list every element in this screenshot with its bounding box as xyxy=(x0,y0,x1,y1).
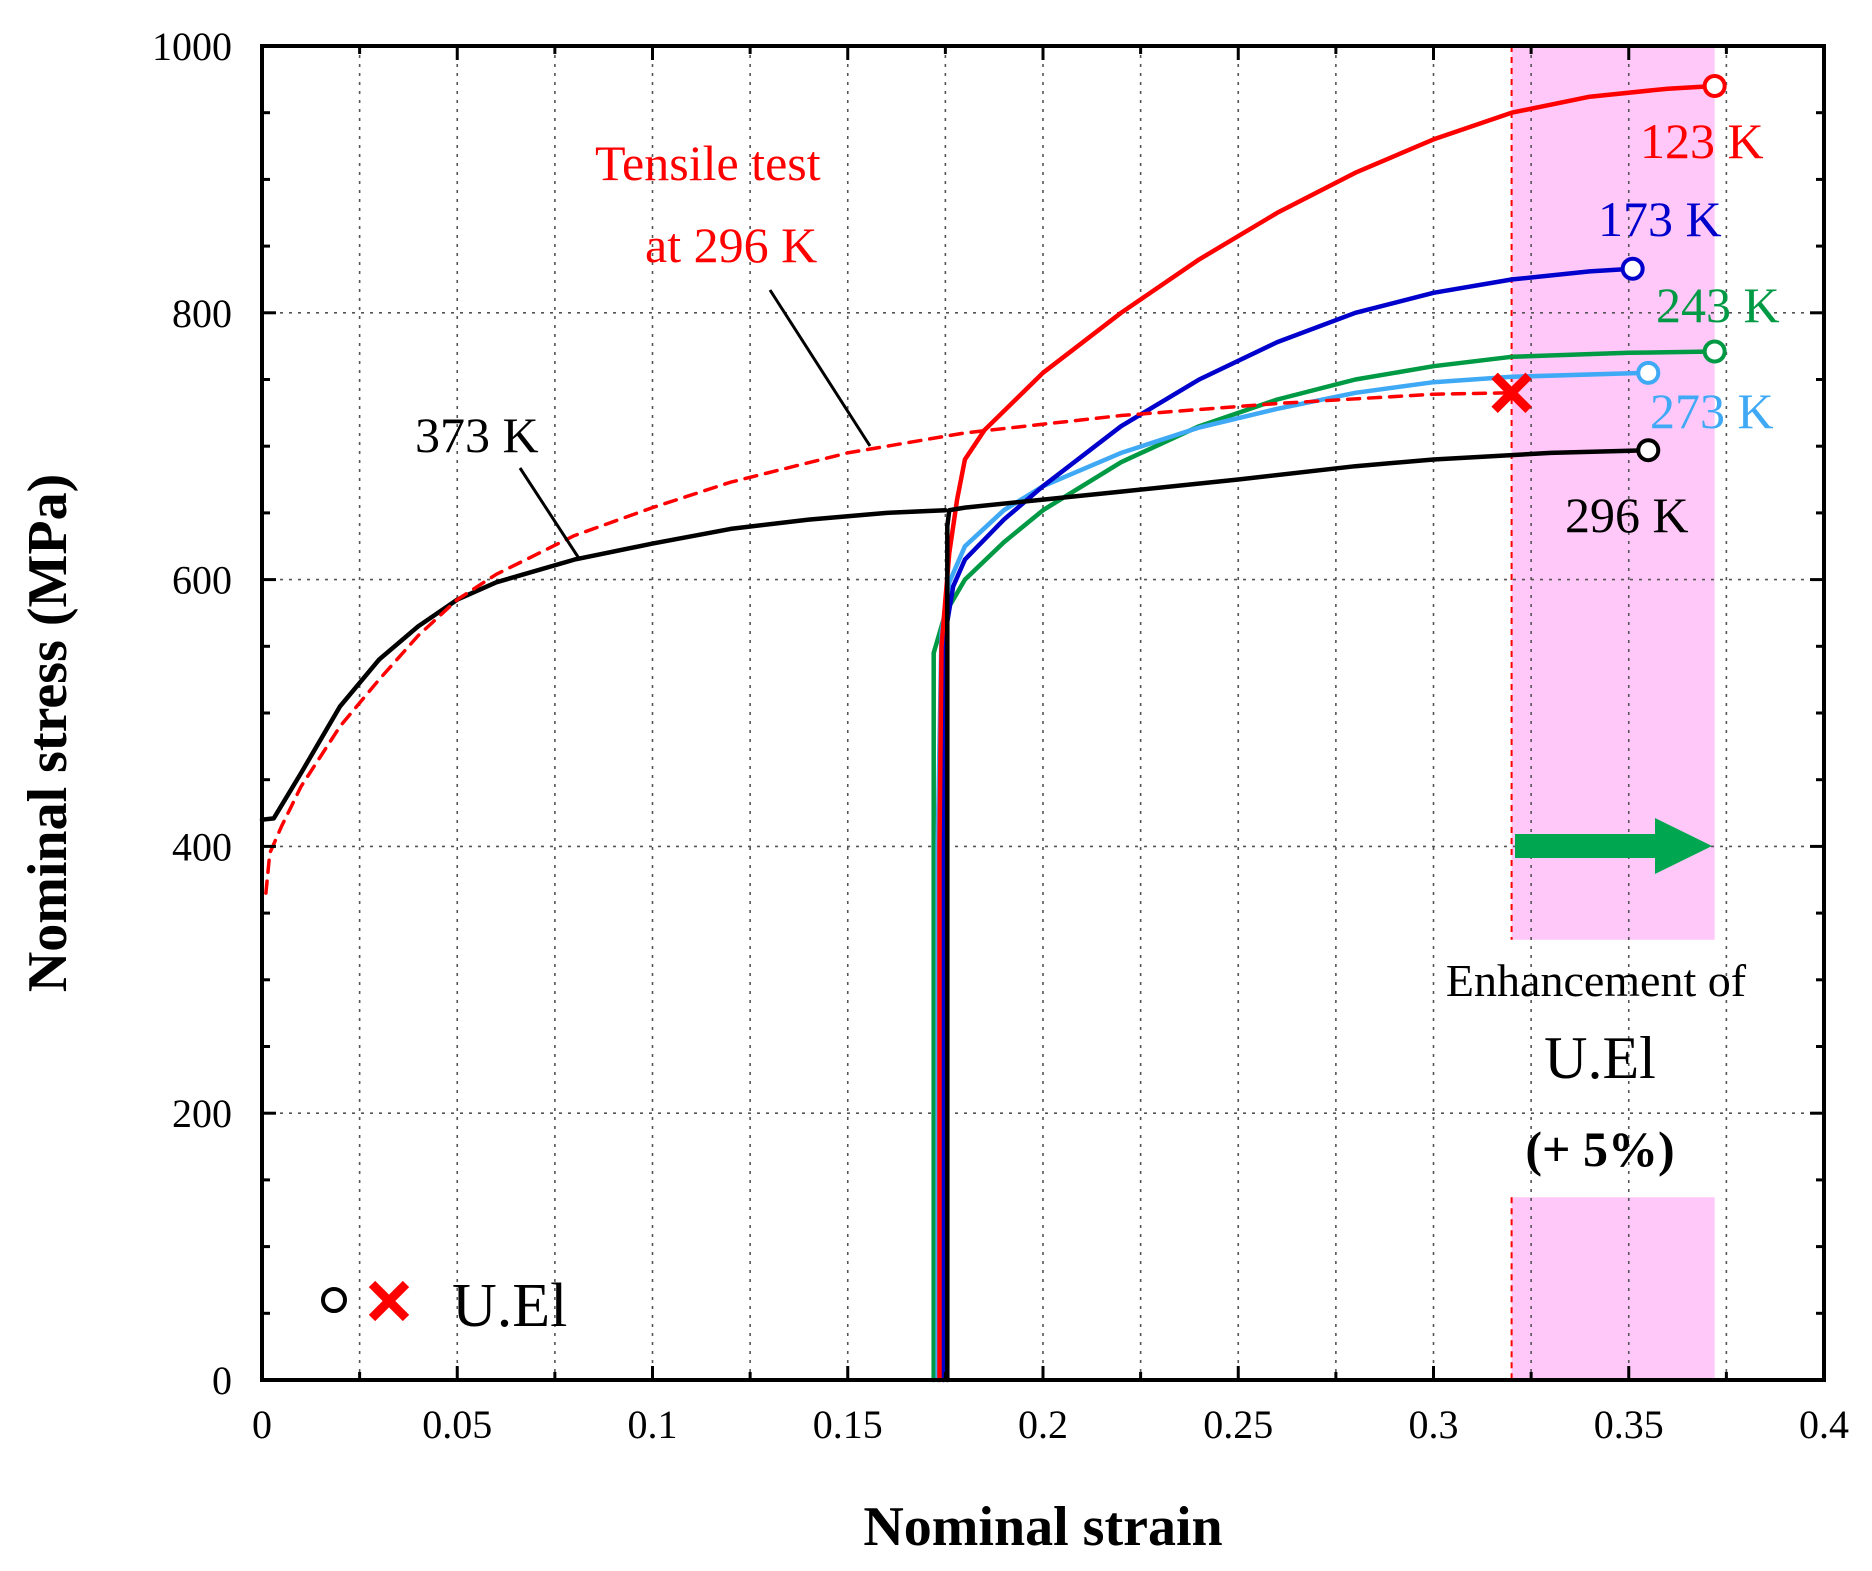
x-tick-label: 0.4 xyxy=(1799,1402,1849,1447)
grid-lines xyxy=(262,46,1824,1380)
x-tick-label: 0.05 xyxy=(422,1402,492,1447)
series-line-173-k xyxy=(941,266,1635,1383)
enhancement-shaded-region-top xyxy=(1511,46,1715,940)
x-tick-label: 0.35 xyxy=(1594,1402,1664,1447)
label-123k: 123 K xyxy=(1640,113,1764,169)
uel-point-circle xyxy=(1702,74,1727,99)
legend: U.El xyxy=(321,1272,567,1340)
label-243k: 243 K xyxy=(1656,277,1780,333)
y-tick-label: 800 xyxy=(172,291,232,336)
y-axis-title: Nominal stress (MPa) xyxy=(17,474,79,992)
uel-point-cross xyxy=(1491,372,1532,414)
label-tensile-line2: at 296 K xyxy=(645,217,817,273)
enhancement-text-line1: Enhancement of xyxy=(1446,955,1747,1006)
axis-ticks: 0 0.05 0.1 0.15 0.2 0.25 0.3 0.35 0.4 0 200 400 600 8… xyxy=(152,24,1849,1447)
x-tick-label: 0.3 xyxy=(1409,1402,1459,1447)
enhancement-text-line3: (+ 5%) xyxy=(1525,1121,1674,1177)
x-tick-label: 0 xyxy=(252,1402,272,1447)
y-tick-label: 600 xyxy=(172,558,232,603)
label-tensile-line1: Tensile test xyxy=(595,135,821,191)
series-line-243-k xyxy=(931,349,1717,1383)
leader-tensile xyxy=(768,289,872,447)
x-tick-label: 0.25 xyxy=(1203,1402,1273,1447)
series-line-373-k xyxy=(259,507,948,822)
y-tick-label: 200 xyxy=(172,1091,232,1136)
leader-373k xyxy=(518,467,582,561)
enhancement-shaded-region-bottom xyxy=(1511,1197,1715,1380)
x-tick-label: 0.1 xyxy=(628,1402,678,1447)
label-373k: 373 K xyxy=(415,407,539,463)
uel-point-circle xyxy=(1636,438,1661,463)
x-axis-title: Nominal strain xyxy=(863,1496,1222,1558)
uel-point-circle xyxy=(1620,256,1645,281)
series-layer xyxy=(259,74,1727,1383)
y-tick-label: 400 xyxy=(172,824,232,869)
uel-point-circle xyxy=(1636,360,1661,385)
series-line-tensile-test-at-296-k xyxy=(264,391,1514,895)
x-tick-label: 0.2 xyxy=(1018,1402,1068,1447)
label-173k: 173 K xyxy=(1598,191,1722,247)
legend-label: U.El xyxy=(452,1272,567,1340)
x-tick-label: 0.15 xyxy=(813,1402,883,1447)
label-273k: 273 K xyxy=(1650,383,1774,439)
enhancement-arrow-icon xyxy=(1515,818,1712,874)
y-tick-label: 0 xyxy=(212,1358,232,1403)
label-296k: 296 K xyxy=(1565,487,1689,543)
uel-point-circle xyxy=(1702,339,1727,364)
series-line-296-k xyxy=(945,447,1651,1383)
legend-circle-icon xyxy=(321,1287,347,1313)
enhancement-text-line2: U.El xyxy=(1544,1025,1656,1091)
legend-cross-icon xyxy=(368,1280,410,1322)
y-tick-label: 1000 xyxy=(152,24,232,69)
series-line-123-k xyxy=(937,83,1717,1383)
